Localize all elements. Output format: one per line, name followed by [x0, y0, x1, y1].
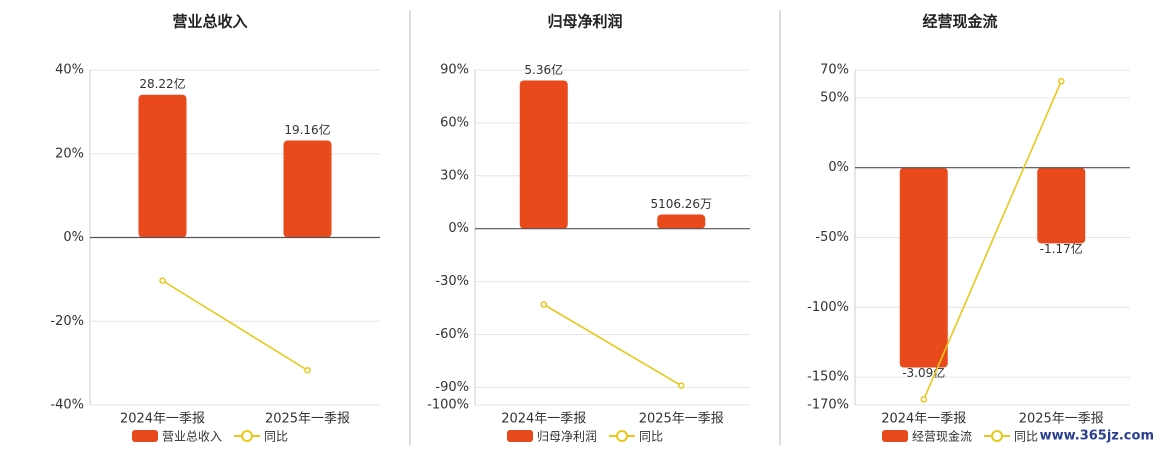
y-tick-label: 70%	[820, 63, 849, 78]
data-label: -1.17亿	[1040, 241, 1083, 256]
y-tick-label: 40%	[55, 63, 84, 78]
legend-swatch	[991, 430, 1004, 442]
y-tick-label: -40%	[50, 398, 84, 413]
y-tick-label: 50%	[820, 90, 849, 105]
x-tick-label: 2025年一季报	[265, 412, 350, 427]
x-tick-label: 2024年一季报	[881, 412, 966, 427]
watermark: www.365jz.com	[1040, 429, 1154, 444]
legend-swatch	[882, 430, 908, 442]
legend-swatch	[616, 430, 629, 442]
data-label: -3.09亿	[902, 365, 945, 380]
y-tick-label: -100%	[427, 398, 469, 413]
y-tick-label: 0%	[63, 230, 84, 245]
line-marker	[678, 382, 685, 389]
x-tick-label: 2024年一季报	[120, 412, 205, 427]
data-label: 19.16亿	[284, 122, 330, 137]
legend-label: 营业总收入	[162, 430, 222, 444]
x-tick-label: 2025年一季报	[639, 412, 724, 427]
legend-label: 同比	[264, 430, 288, 444]
legend-swatch	[507, 430, 533, 442]
y-tick-label: -30%	[435, 274, 469, 289]
x-tick-label: 2024年一季报	[501, 412, 586, 427]
y-tick-label: -50%	[815, 230, 849, 245]
bar	[138, 94, 187, 238]
y-tick-label: -100%	[807, 300, 849, 315]
y-tick-label: -150%	[807, 370, 849, 385]
y-tick-label: -90%	[435, 380, 469, 395]
y-tick-label: 30%	[440, 168, 469, 183]
legend-label: 归母净利润	[537, 430, 597, 444]
chart-title: 营业总收入	[172, 13, 247, 31]
line-marker	[920, 396, 927, 403]
legend-swatch	[241, 430, 254, 442]
bar	[657, 214, 706, 229]
line	[923, 80, 1062, 400]
bar	[519, 80, 568, 229]
legend-label: 同比	[639, 430, 663, 444]
data-label: 5.36亿	[524, 62, 563, 77]
data-label: 5106.26万	[650, 197, 712, 211]
y-tick-label: 0%	[828, 160, 849, 175]
line-marker	[540, 301, 547, 308]
y-tick-label: -60%	[435, 327, 469, 342]
y-tick-label: 90%	[440, 63, 469, 78]
chart-title: 归母净利润	[547, 13, 622, 31]
line-marker	[1058, 77, 1065, 85]
line-marker	[304, 366, 311, 374]
line	[543, 303, 682, 387]
chart-title: 经营现金流	[922, 13, 997, 31]
x-tick-label: 2025年一季报	[1019, 412, 1104, 427]
bar	[899, 167, 948, 368]
data-label: 28.22亿	[139, 76, 185, 91]
line-marker	[159, 277, 166, 284]
y-tick-label: -20%	[50, 314, 84, 329]
y-tick-label: 20%	[55, 146, 84, 161]
y-tick-label: 60%	[440, 115, 469, 130]
legend-swatch	[132, 430, 158, 442]
bar	[1037, 167, 1086, 244]
line	[162, 279, 308, 371]
y-tick-label: -170%	[807, 398, 849, 413]
y-tick-label: 0%	[448, 221, 469, 236]
bar	[283, 140, 332, 238]
legend-label: 经营现金流	[912, 429, 972, 444]
legend-label: 同比	[1014, 430, 1038, 444]
